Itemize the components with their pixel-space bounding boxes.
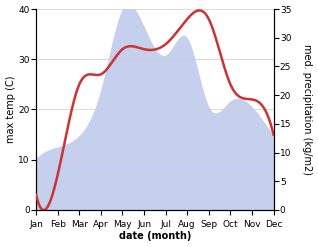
X-axis label: date (month): date (month) <box>119 231 191 242</box>
Y-axis label: med. precipitation (kg/m2): med. precipitation (kg/m2) <box>302 44 313 175</box>
Y-axis label: max temp (C): max temp (C) <box>5 76 16 143</box>
